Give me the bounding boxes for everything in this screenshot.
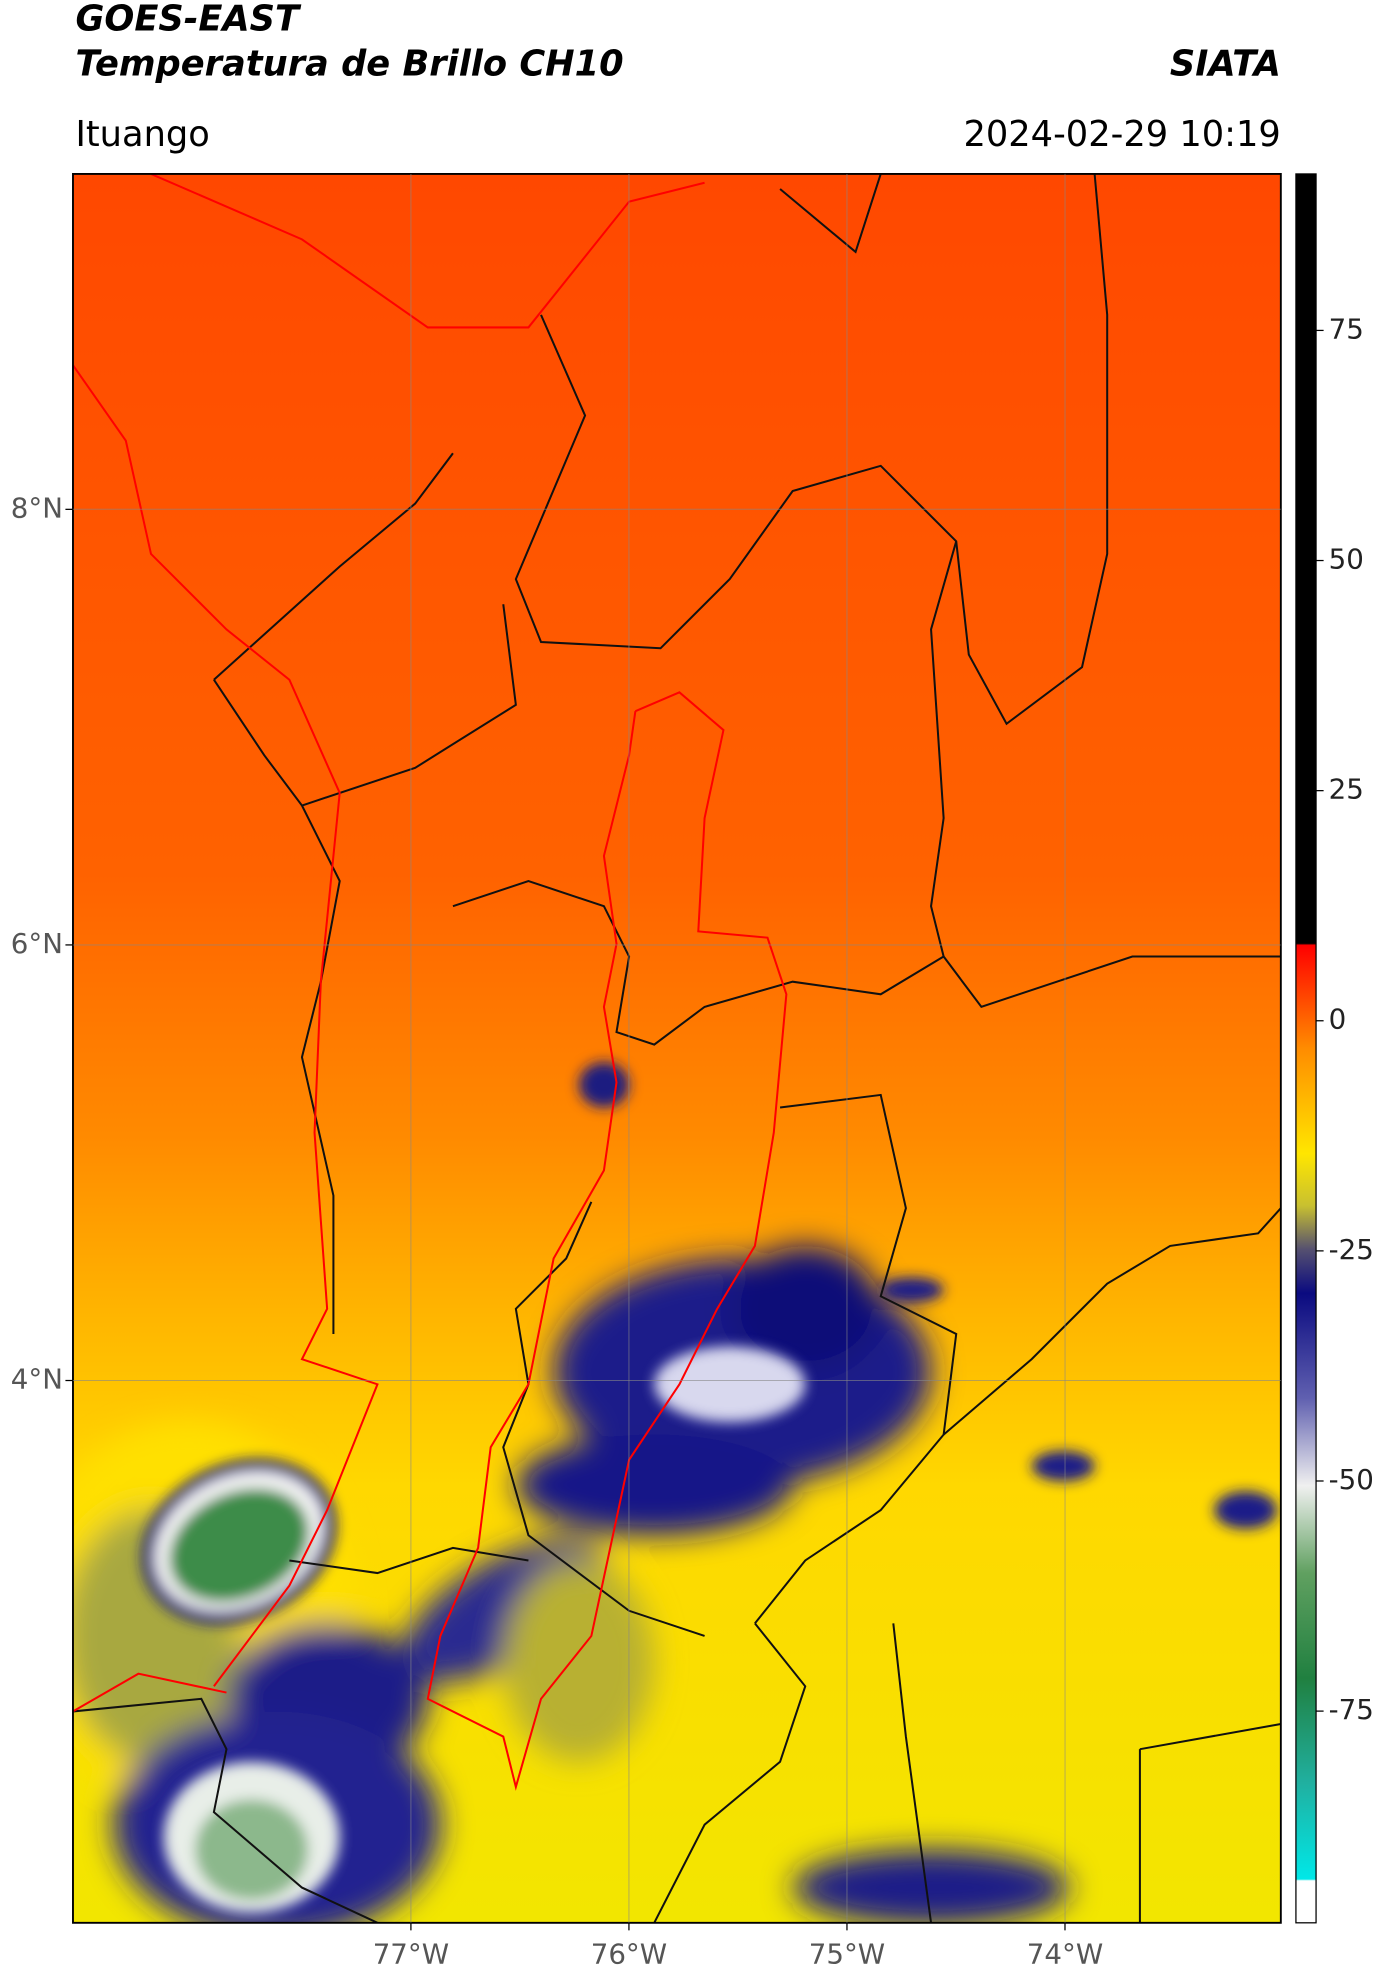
colorbar — [1295, 173, 1317, 1924]
subtitle: Temperatura de Brillo CH10 — [75, 44, 623, 85]
y-tick-label: 8°N — [11, 491, 63, 524]
x-tick-label: 77°W — [373, 1938, 449, 1971]
colorbar-tick-label: 50 — [1329, 543, 1364, 576]
datetime: 2024-02-29 10:19 — [963, 114, 1280, 155]
plot-frame — [72, 172, 1282, 1924]
location: Ituango — [75, 114, 209, 155]
satellite-image — [72, 173, 1281, 1923]
basin-outline — [72, 173, 788, 1791]
x-tick-label: 76°W — [591, 1938, 667, 1971]
y-tick-label: 6°N — [11, 927, 63, 960]
colorbar-tick-label: -25 — [1329, 1233, 1374, 1266]
boundaries — [72, 173, 1281, 1923]
colorbar-tick-label: 0 — [1329, 1003, 1347, 1036]
y-tick-label: 4°N — [11, 1363, 63, 1396]
colorbar-tick-label: 75 — [1329, 312, 1364, 345]
title: GOES-EAST — [75, 0, 302, 39]
colorbar-tick-label: 25 — [1329, 773, 1364, 806]
x-tick-label: 74°W — [1027, 1938, 1103, 1971]
source: SIATA — [1170, 44, 1281, 85]
colorbar-tick-label: -50 — [1329, 1463, 1374, 1496]
colorbar-tick-label: -75 — [1329, 1693, 1374, 1726]
x-tick-label: 75°W — [809, 1938, 885, 1971]
